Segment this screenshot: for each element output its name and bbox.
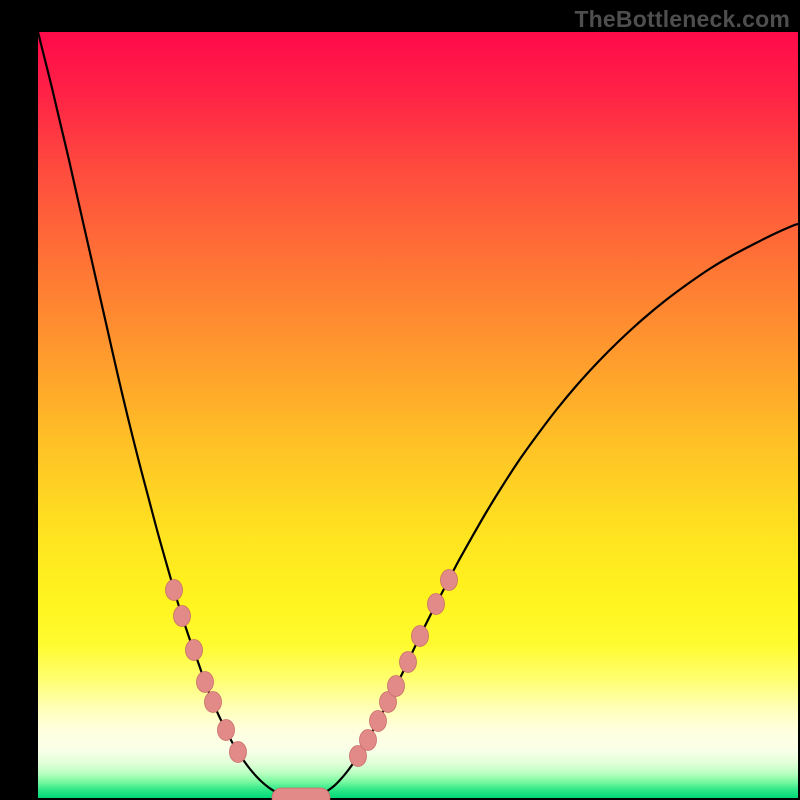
marker-right-6 [412, 626, 429, 647]
marker-left-2 [186, 640, 203, 661]
watermark-text: TheBottleneck.com [574, 6, 790, 33]
marker-right-7 [428, 594, 445, 615]
marker-right-2 [370, 711, 387, 732]
marker-left-4 [205, 692, 222, 713]
marker-valley-bar [272, 788, 330, 800]
bottleneck-curve-chart [0, 0, 800, 800]
marker-right-4 [388, 676, 405, 697]
marker-left-0 [166, 580, 183, 601]
marker-left-5 [218, 720, 235, 741]
marker-left-1 [174, 606, 191, 627]
chart-container: TheBottleneck.com [0, 0, 800, 800]
marker-right-8 [441, 570, 458, 591]
marker-left-6 [230, 742, 247, 763]
marker-right-5 [400, 652, 417, 673]
plot-area [38, 32, 798, 798]
marker-left-3 [197, 672, 214, 693]
marker-right-1 [360, 730, 377, 751]
